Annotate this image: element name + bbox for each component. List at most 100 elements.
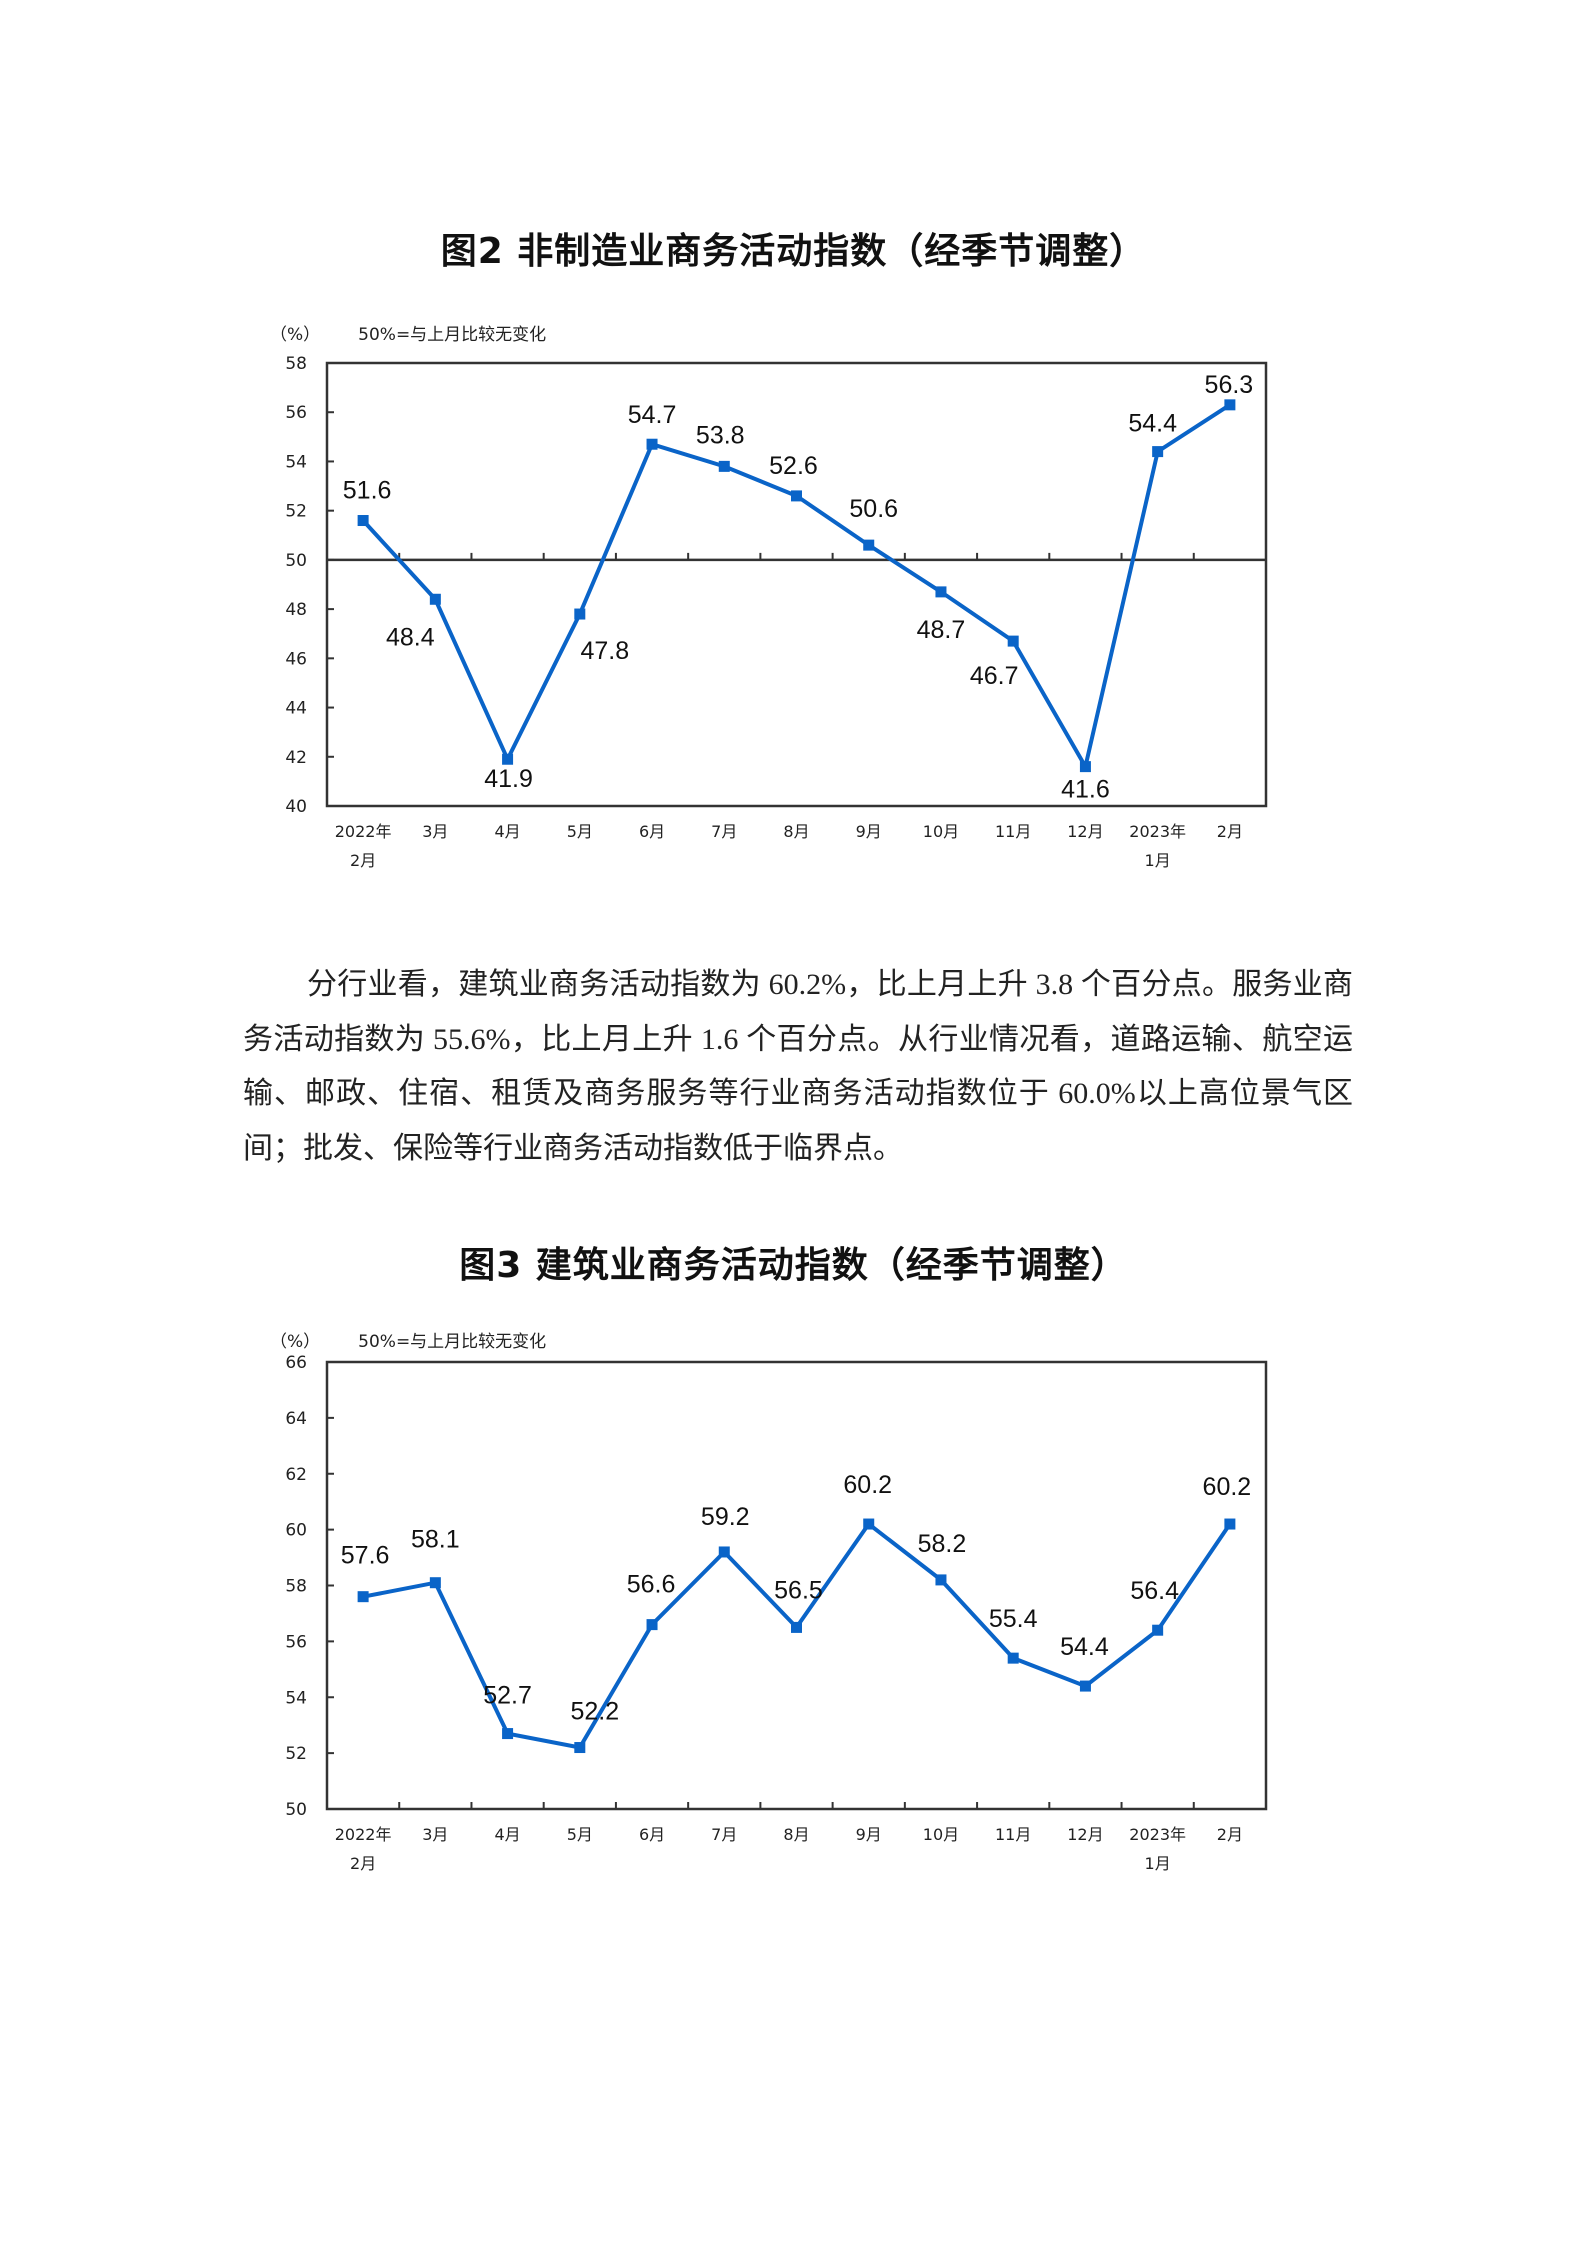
data-label: 56.5 <box>774 1576 823 1604</box>
y-tick-label: 62 <box>285 1465 307 1485</box>
y-tick-label: 52 <box>285 1744 307 1764</box>
x-tick-label: 8月 <box>783 1825 809 1844</box>
y-tick-label: 58 <box>285 354 307 374</box>
y-tick-label: 50 <box>285 551 307 571</box>
x-tick-label: 1月 <box>1145 851 1171 870</box>
data-label: 58.2 <box>918 1530 967 1558</box>
figure2-unit-label: （%） <box>270 325 321 345</box>
y-tick-label: 54 <box>285 452 307 472</box>
data-point-marker <box>574 1742 586 1754</box>
data-label: 54.4 <box>1060 1633 1109 1661</box>
data-point-marker <box>935 586 947 598</box>
data-label: 52.6 <box>769 452 818 480</box>
figure3-title: 图3 建筑业商务活动指数（经季节调整） <box>459 1245 1128 1286</box>
x-tick-label: 6月 <box>639 1825 665 1844</box>
data-point-marker <box>646 438 658 450</box>
data-label: 60.2 <box>843 1471 892 1499</box>
x-tick-label: 2022年 <box>335 1825 392 1844</box>
data-label: 58.1 <box>411 1526 460 1554</box>
data-label: 57.6 <box>341 1542 390 1570</box>
x-tick-label: 3月 <box>422 1825 448 1844</box>
data-label: 55.4 <box>989 1605 1038 1633</box>
figure2-title: 图2 非制造业商务活动指数（经季节调整） <box>440 231 1147 272</box>
data-label: 51.6 <box>343 477 392 505</box>
x-tick-label: 7月 <box>711 822 737 841</box>
figure2-unit-note: （%） 50%=与上月比较无变化 <box>270 320 546 345</box>
data-point-marker <box>574 608 586 620</box>
data-point-marker <box>791 490 802 502</box>
data-label: 48.4 <box>386 623 435 651</box>
x-tick-label: 7月 <box>711 1825 737 1844</box>
figure3-line-chart: 50 52 54 56 58 60 62 64 66 2022年 2月 3月 4月 5月 6月 7月 8月 9月 1… <box>285 1353 1268 1873</box>
y-tick-label: 44 <box>285 699 307 719</box>
data-label: 56.6 <box>627 1571 676 1599</box>
data-label: 56.3 <box>1205 371 1254 399</box>
data-point-marker <box>429 593 441 605</box>
data-label: 41.6 <box>1061 776 1110 804</box>
x-tick-label: 4月 <box>494 822 520 841</box>
x-tick-label: 2023年 <box>1129 822 1186 841</box>
x-tick-label: 2023年 <box>1129 1825 1186 1844</box>
figure2-line-chart: 40 42 44 46 48 50 52 54 56 58 2022年 2月 3月 4月 5月 6月 7月 8月 9… <box>285 354 1268 870</box>
x-tick-label: 12月 <box>1067 1825 1103 1844</box>
y-tick-label: 50 <box>285 1800 307 1820</box>
data-label: 54.4 <box>1128 410 1177 438</box>
data-point-marker <box>429 1577 441 1589</box>
figure3-unit-note: （%） 50%=与上月比较无变化 <box>270 1327 546 1352</box>
y-tick-label: 56 <box>285 403 307 423</box>
figure3-note: 50%=与上月比较无变化 <box>358 1332 547 1352</box>
data-point-marker <box>863 539 875 551</box>
data-point-marker <box>935 1574 947 1586</box>
data-point-marker <box>1079 761 1091 773</box>
x-tick-label: 3月 <box>422 822 448 841</box>
data-point-marker <box>502 753 514 765</box>
x-tick-label: 2月 <box>1217 822 1243 841</box>
x-tick-label: 11月 <box>995 822 1031 841</box>
y-tick-label: 52 <box>285 502 307 522</box>
x-tick-label: 1月 <box>1145 1854 1171 1873</box>
data-point-marker <box>1224 1518 1236 1530</box>
x-tick-label: 8月 <box>783 822 809 841</box>
data-label: 48.7 <box>917 616 966 644</box>
y-tick-label: 60 <box>285 1521 307 1541</box>
x-tick-label: 2月 <box>350 1854 376 1873</box>
data-label: 52.2 <box>570 1698 619 1726</box>
data-label: 41.9 <box>484 765 533 793</box>
data-point-marker <box>718 1546 730 1558</box>
x-tick-label: 4月 <box>494 1825 520 1844</box>
body-paragraph: 分行业看，建筑业商务活动指数为 60.2%，比上月上升 3.8 个百分点。服务业… <box>243 968 1353 1165</box>
data-label: 56.4 <box>1130 1577 1179 1605</box>
x-tick-label: 12月 <box>1067 822 1103 841</box>
data-label: 54.7 <box>628 401 677 429</box>
data-point-marker <box>1224 399 1236 411</box>
x-tick-label: 5月 <box>567 1825 593 1844</box>
data-point-marker <box>863 1518 875 1530</box>
figure3-unit-label: （%） <box>270 1332 321 1352</box>
data-point-marker <box>718 460 730 472</box>
figure2-note: 50%=与上月比较无变化 <box>358 325 547 345</box>
data-label: 60.2 <box>1203 1473 1252 1501</box>
x-tick-label: 9月 <box>856 1825 882 1844</box>
data-label: 46.7 <box>970 662 1019 690</box>
data-point-marker <box>1007 635 1019 647</box>
data-point-marker <box>357 1591 369 1603</box>
x-tick-label: 10月 <box>923 1825 959 1844</box>
data-label: 47.8 <box>580 637 629 665</box>
y-tick-label: 56 <box>285 1632 307 1652</box>
data-point-marker <box>646 1619 658 1631</box>
data-point-marker <box>357 515 369 527</box>
data-point-marker <box>1152 446 1164 458</box>
x-tick-label: 6月 <box>639 822 665 841</box>
x-tick-label: 9月 <box>856 822 882 841</box>
x-tick-label: 5月 <box>567 822 593 841</box>
y-tick-label: 64 <box>285 1409 307 1429</box>
data-point-marker <box>1152 1624 1164 1636</box>
data-point-marker <box>1079 1680 1091 1692</box>
y-tick-label: 54 <box>285 1688 307 1708</box>
plot-frame <box>325 361 1268 808</box>
data-point-marker <box>791 1621 802 1633</box>
x-tick-label: 10月 <box>923 822 959 841</box>
y-tick-label: 46 <box>285 649 307 669</box>
y-tick-label: 40 <box>285 797 307 817</box>
data-label: 52.7 <box>483 1682 532 1710</box>
